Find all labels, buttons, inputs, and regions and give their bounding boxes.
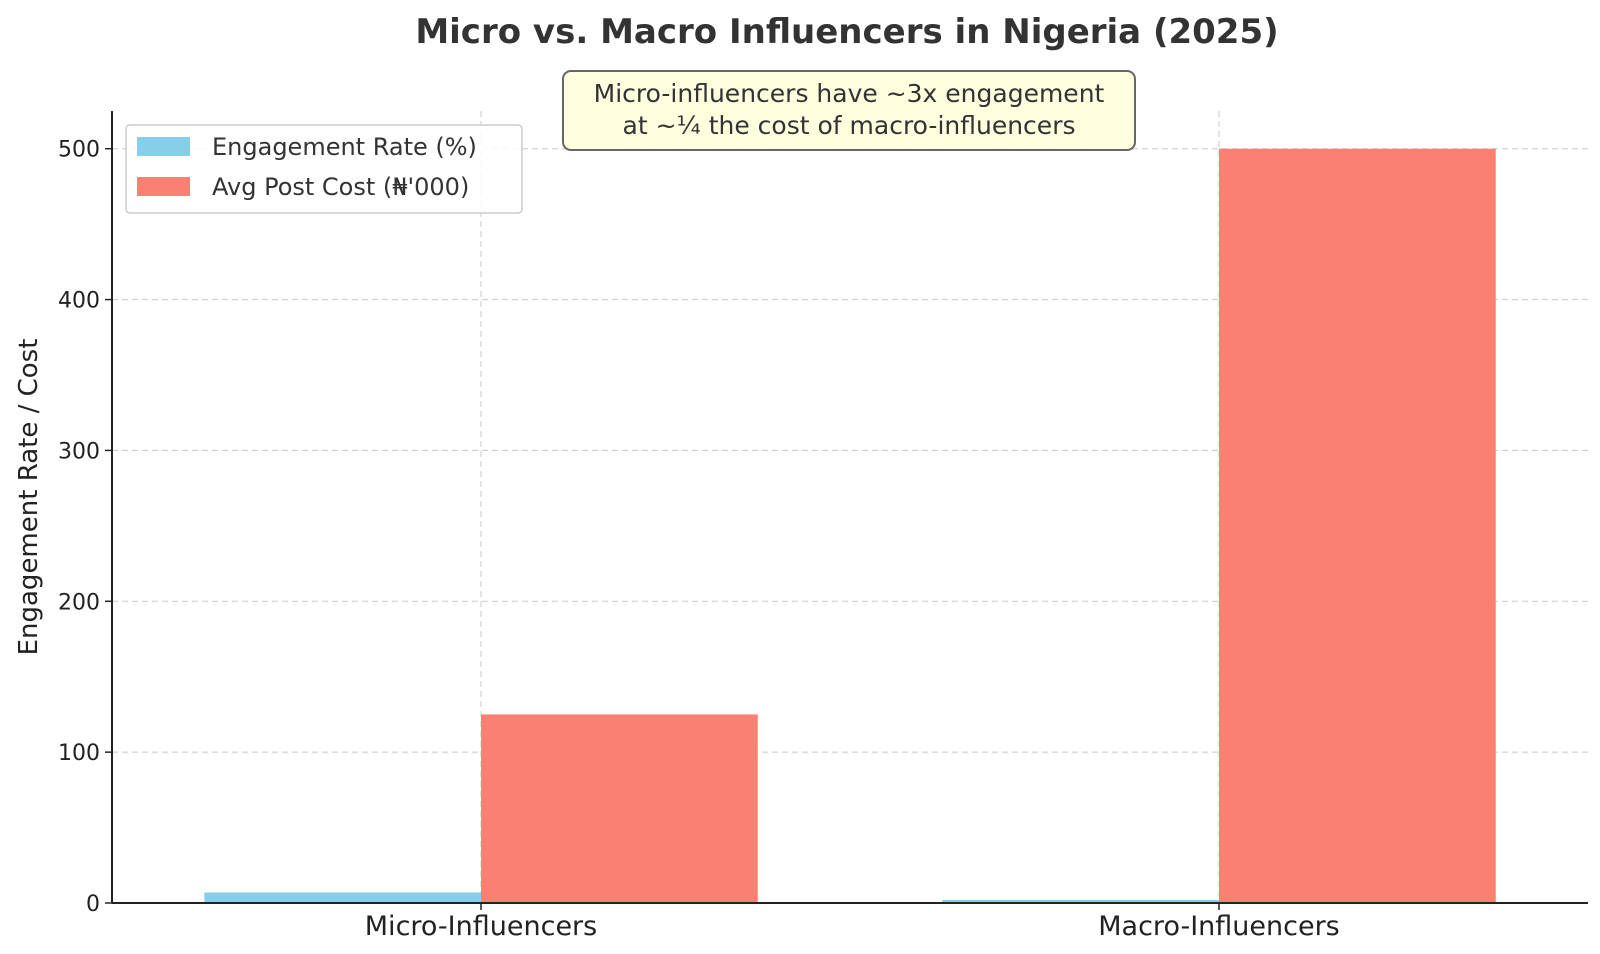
annotation-box: Micro-influencers have ~3x engagement at…: [562, 70, 1136, 151]
chart-title: Micro vs. Macro Influencers in Nigeria (…: [415, 12, 1278, 52]
x-tick-label: Micro-Influencers: [365, 911, 597, 942]
legend-frame: [125, 124, 523, 214]
axes-layer: 0 100 200 300 400 500 Micro-Influencers Macro-I…: [58, 111, 1588, 942]
x-tick-label: Macro-Influencers: [1098, 911, 1340, 942]
y-tick-label: 100: [58, 741, 100, 766]
annotation-line-1: Micro-influencers have ~3x engagement: [594, 79, 1105, 108]
bar-engagement-micro: [204, 892, 481, 903]
y-tick-label: 500: [58, 138, 100, 163]
legend-label-cost: Avg Post Cost (₦'000): [212, 173, 469, 201]
y-tick-label: 300: [58, 439, 100, 464]
legend-label-engagement: Engagement Rate (%): [212, 133, 477, 161]
legend: Engagement Rate (%) Avg Post Cost (₦'000…: [125, 124, 523, 214]
annotation-line-2: at ~¼ the cost of macro-influencers: [623, 111, 1076, 140]
annotation-background: [562, 70, 1136, 151]
y-tick-label: 200: [58, 590, 100, 615]
bar-engagement-macro: [942, 899, 1219, 903]
y-axis-label: Engagement Rate / Cost: [14, 339, 44, 656]
legend-swatch-engagement: [137, 137, 190, 156]
y-tick-label: 0: [86, 892, 100, 917]
bar-cost-macro: [1219, 148, 1496, 903]
legend-swatch-cost: [137, 177, 190, 196]
y-tick-label: 400: [58, 289, 100, 314]
bar-cost-micro: [481, 714, 758, 903]
bars-layer: [204, 148, 1496, 903]
